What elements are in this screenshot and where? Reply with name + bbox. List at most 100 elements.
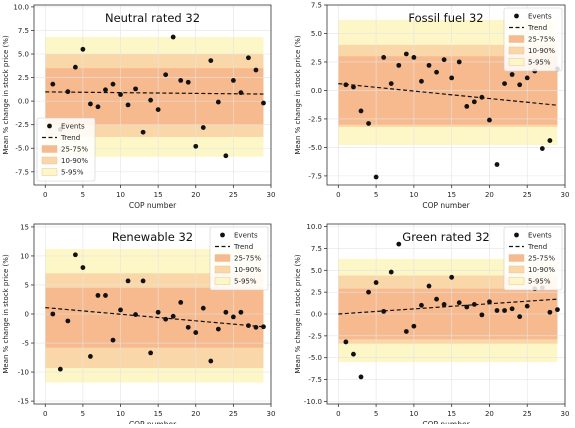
legend-marker-events: [47, 123, 52, 129]
data-point: [208, 358, 214, 364]
x-tick-label: 0: [336, 410, 340, 418]
y-tick-label: 5.0: [311, 30, 322, 38]
data-point: [72, 252, 78, 258]
data-point: [103, 87, 108, 93]
x-tick-label: 15: [154, 191, 163, 199]
data-point: [539, 146, 545, 151]
legend-marker-events: [220, 232, 225, 238]
legend-label: Trend: [233, 243, 253, 251]
data-point: [193, 330, 199, 335]
data-point: [80, 265, 86, 270]
data-point: [125, 102, 131, 108]
y-tick-label: -15: [18, 398, 29, 406]
legend: Events Trend 25-75% 10-90% 5-95%: [209, 226, 269, 291]
data-point: [358, 374, 364, 380]
data-point: [388, 269, 394, 275]
data-point: [148, 97, 154, 103]
data-point: [396, 62, 402, 68]
data-point: [125, 278, 131, 284]
data-point: [88, 353, 93, 359]
legend-swatch: [214, 277, 231, 285]
y-tick-label: -5.0: [308, 354, 322, 362]
legend-swatch: [214, 265, 231, 274]
y-tick-label: 10: [20, 252, 29, 260]
y-tick-label: 7.5: [311, 2, 322, 10]
axes-frame: [33, 4, 272, 186]
data-point: [441, 57, 447, 63]
data-point: [200, 125, 206, 130]
legend-label: Events: [528, 13, 552, 21]
data-point: [223, 153, 229, 159]
data-point: [351, 351, 356, 357]
legend-box: [209, 226, 269, 291]
legend-swatch: [508, 46, 525, 55]
chart-panel-1: 0 5 10 15 20 25 30 -7.5 -5.0 -2.5 0.0 2.5 5.0 7.5 10.0…: [2, 3, 275, 210]
y-tick-label: -10.0: [304, 398, 322, 406]
legend-swatch: [508, 58, 525, 66]
chart-title: Renewable 32: [112, 230, 193, 244]
data-point: [509, 72, 515, 77]
x-tick-label: 10: [409, 191, 418, 199]
data-point: [65, 318, 71, 324]
y-axis-label: Mean % change in stock price (%): [2, 254, 10, 374]
data-point: [396, 241, 402, 247]
data-point: [170, 34, 176, 40]
data-point: [426, 283, 432, 289]
legend: Events Trend 25-75% 10-90% 5-95%: [503, 226, 563, 291]
data-point: [524, 75, 530, 81]
x-tick-label: 5: [81, 410, 85, 418]
y-tick-label: -5: [22, 340, 29, 348]
y-axis-label: Mean % change in stock price (%): [2, 35, 10, 155]
data-point: [88, 101, 93, 107]
trend-line: [45, 307, 264, 328]
trend-line: [338, 83, 558, 106]
data-point: [441, 301, 447, 307]
data-point: [419, 78, 424, 84]
x-tick-label: 10: [409, 410, 418, 418]
x-tick-label: 10: [116, 191, 125, 199]
data-point: [434, 69, 439, 75]
y-tick-label: 10.0: [306, 223, 322, 231]
x-tick-label: 30: [267, 410, 276, 418]
data-point: [464, 103, 470, 109]
x-tick-label: 20: [191, 410, 200, 418]
data-point: [381, 308, 387, 314]
data-point: [163, 72, 169, 78]
chart-title: Green rated 32: [402, 230, 489, 244]
data-point: [502, 308, 507, 313]
x-tick-label: 5: [81, 191, 85, 199]
x-tick-label: 5: [374, 410, 378, 418]
data-point: [200, 305, 206, 311]
x-tick-label: 10: [116, 410, 125, 418]
data-point: [411, 323, 417, 329]
legend-swatch: [214, 254, 231, 262]
y-tick-label: 7.5: [311, 245, 322, 253]
trend-line: [338, 298, 558, 315]
data-point: [238, 309, 244, 315]
legend-label: 5-95%: [528, 278, 551, 286]
x-tick-label: 0: [43, 410, 47, 418]
x-tick-label: 0: [43, 191, 47, 199]
chart-panel-3: 0 5 10 15 20 25 30 -15 -10 -5 0 5 10 15 COP number Mean…: [2, 223, 276, 428]
data-point: [358, 108, 364, 114]
legend-label: Trend: [527, 24, 547, 32]
data-point: [118, 307, 123, 313]
data-point: [50, 81, 56, 87]
y-tick-label: 15: [20, 223, 29, 231]
data-point: [388, 81, 394, 87]
data-point: [110, 81, 116, 87]
data-point: [178, 77, 184, 83]
x-tick-label: 20: [485, 410, 494, 418]
x-tick-label: 25: [229, 191, 238, 199]
data-point: [193, 143, 199, 149]
data-point: [426, 62, 432, 68]
legend-label: 25-75%: [61, 146, 88, 154]
data-point: [185, 324, 191, 330]
data-point: [50, 311, 56, 317]
chart-panel-4: 0 5 10 15 20 25 30 -10.0 -7.5 -5.0 -2.5 0.0 2.5 5.0 7.…: [294, 223, 569, 428]
y-tick-label: -10: [18, 369, 29, 377]
y-tick-label: -7.5: [308, 172, 322, 180]
data-point: [246, 55, 251, 61]
legend: Events Trend 25-75% 10-90% 5-95%: [503, 7, 563, 72]
data-point: [148, 350, 154, 356]
